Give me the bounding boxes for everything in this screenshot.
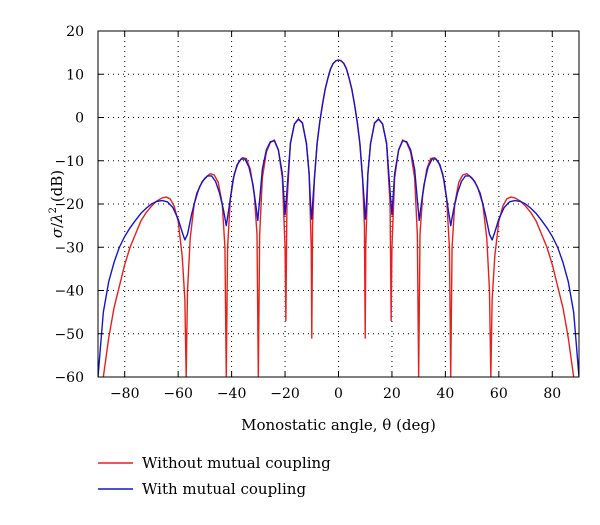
legend-label-without-coupling: Without mutual coupling — [142, 454, 331, 472]
y-axis-label: σ/λ2 (dB) — [48, 170, 66, 238]
legend-label-with-coupling: With mutual coupling — [142, 480, 306, 498]
series-layer — [98, 59, 579, 377]
series-line-without-coupling — [102, 59, 575, 377]
x-tick-label: 60 — [490, 386, 508, 402]
y-tick-label: −10 — [54, 154, 84, 170]
x-tick-label: 20 — [383, 386, 401, 402]
x-tick-label: −20 — [270, 386, 300, 402]
x-tick-label: −80 — [110, 386, 140, 402]
y-tick-label: 0 — [75, 111, 84, 127]
x-axis-label: Monostatic angle, θ (deg) — [241, 416, 436, 434]
x-tick-label: 80 — [543, 386, 561, 402]
series-line-with-coupling — [98, 59, 579, 377]
legend: Without mutual coupling With mutual coup… — [98, 454, 331, 498]
x-tick-label: 40 — [436, 386, 454, 402]
y-tick-label: −60 — [54, 370, 84, 386]
x-tick-label: 0 — [334, 386, 343, 402]
y-tick-label: −30 — [54, 240, 84, 256]
y-tick-label: −40 — [54, 284, 84, 300]
y-tick-label: 10 — [66, 67, 84, 83]
y-tick-label: 20 — [66, 24, 84, 40]
y-tick-label: −20 — [54, 197, 84, 213]
x-tick-label: −40 — [217, 386, 247, 402]
x-tick-label: −60 — [163, 386, 193, 402]
y-tick-label: −50 — [54, 327, 84, 343]
ticks: −80 −60 −40 −20 0 20 40 60 80 20 10 0 −10 −20 −30 −40 −5… — [54, 24, 579, 402]
